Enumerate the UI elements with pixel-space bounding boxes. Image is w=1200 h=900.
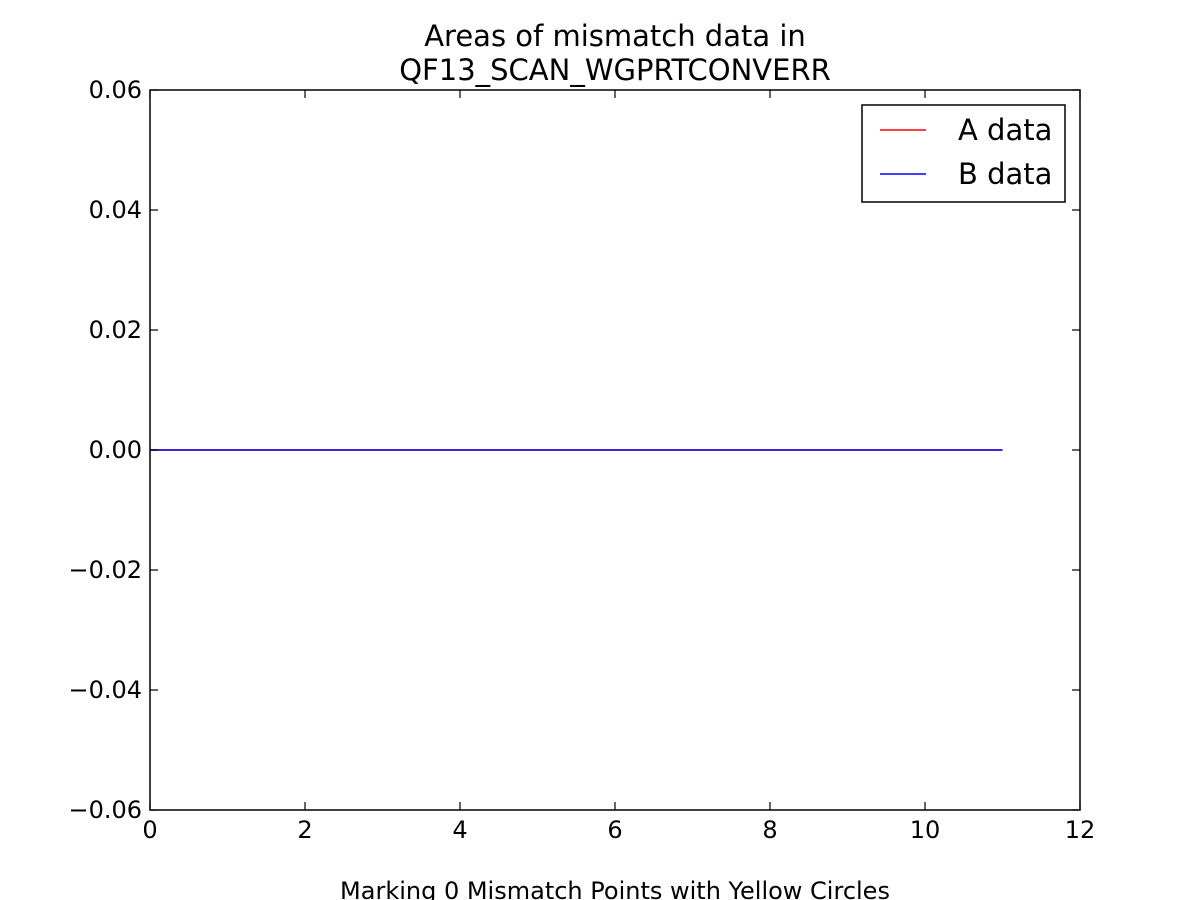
y-tick-label: −0.04 — [68, 676, 142, 704]
legend-label-a-data: A data — [958, 113, 1052, 147]
y-tick-label: 0.00 — [89, 436, 142, 464]
x-tick-label: 6 — [607, 816, 622, 844]
legend-box — [861, 104, 1066, 203]
x-tick-label: 2 — [297, 816, 312, 844]
x-axis-label: Marking 0 Mismatch Points with Yellow Ci… — [340, 877, 890, 900]
plot-frame — [149, 89, 1081, 811]
ticks-layer: 0 2 4 6 8 10 12 0.06 0.04 0.02 0.00 −0.02 −0.04 −0.06 — [68, 76, 1095, 844]
chart-title-line-1: Areas of mismatch data in — [424, 19, 806, 53]
x-tick-label: 10 — [910, 816, 941, 844]
y-tick-label: −0.02 — [68, 556, 142, 584]
y-tick-label: 0.04 — [89, 196, 142, 224]
legend-label-b-data: B data — [958, 157, 1052, 191]
x-tick-label: 4 — [452, 816, 467, 844]
x-tick-label: 0 — [142, 816, 157, 844]
x-tick-label: 12 — [1065, 816, 1096, 844]
y-tick-label: −0.06 — [68, 796, 142, 824]
y-tick-label: 0.06 — [89, 76, 142, 104]
x-tick-label: 8 — [762, 816, 777, 844]
chart-title-line-2: QF13_SCAN_WGPRTCONVERR — [399, 53, 831, 87]
y-tick-label: 0.02 — [89, 316, 142, 344]
legend: A data B data — [861, 104, 1066, 203]
